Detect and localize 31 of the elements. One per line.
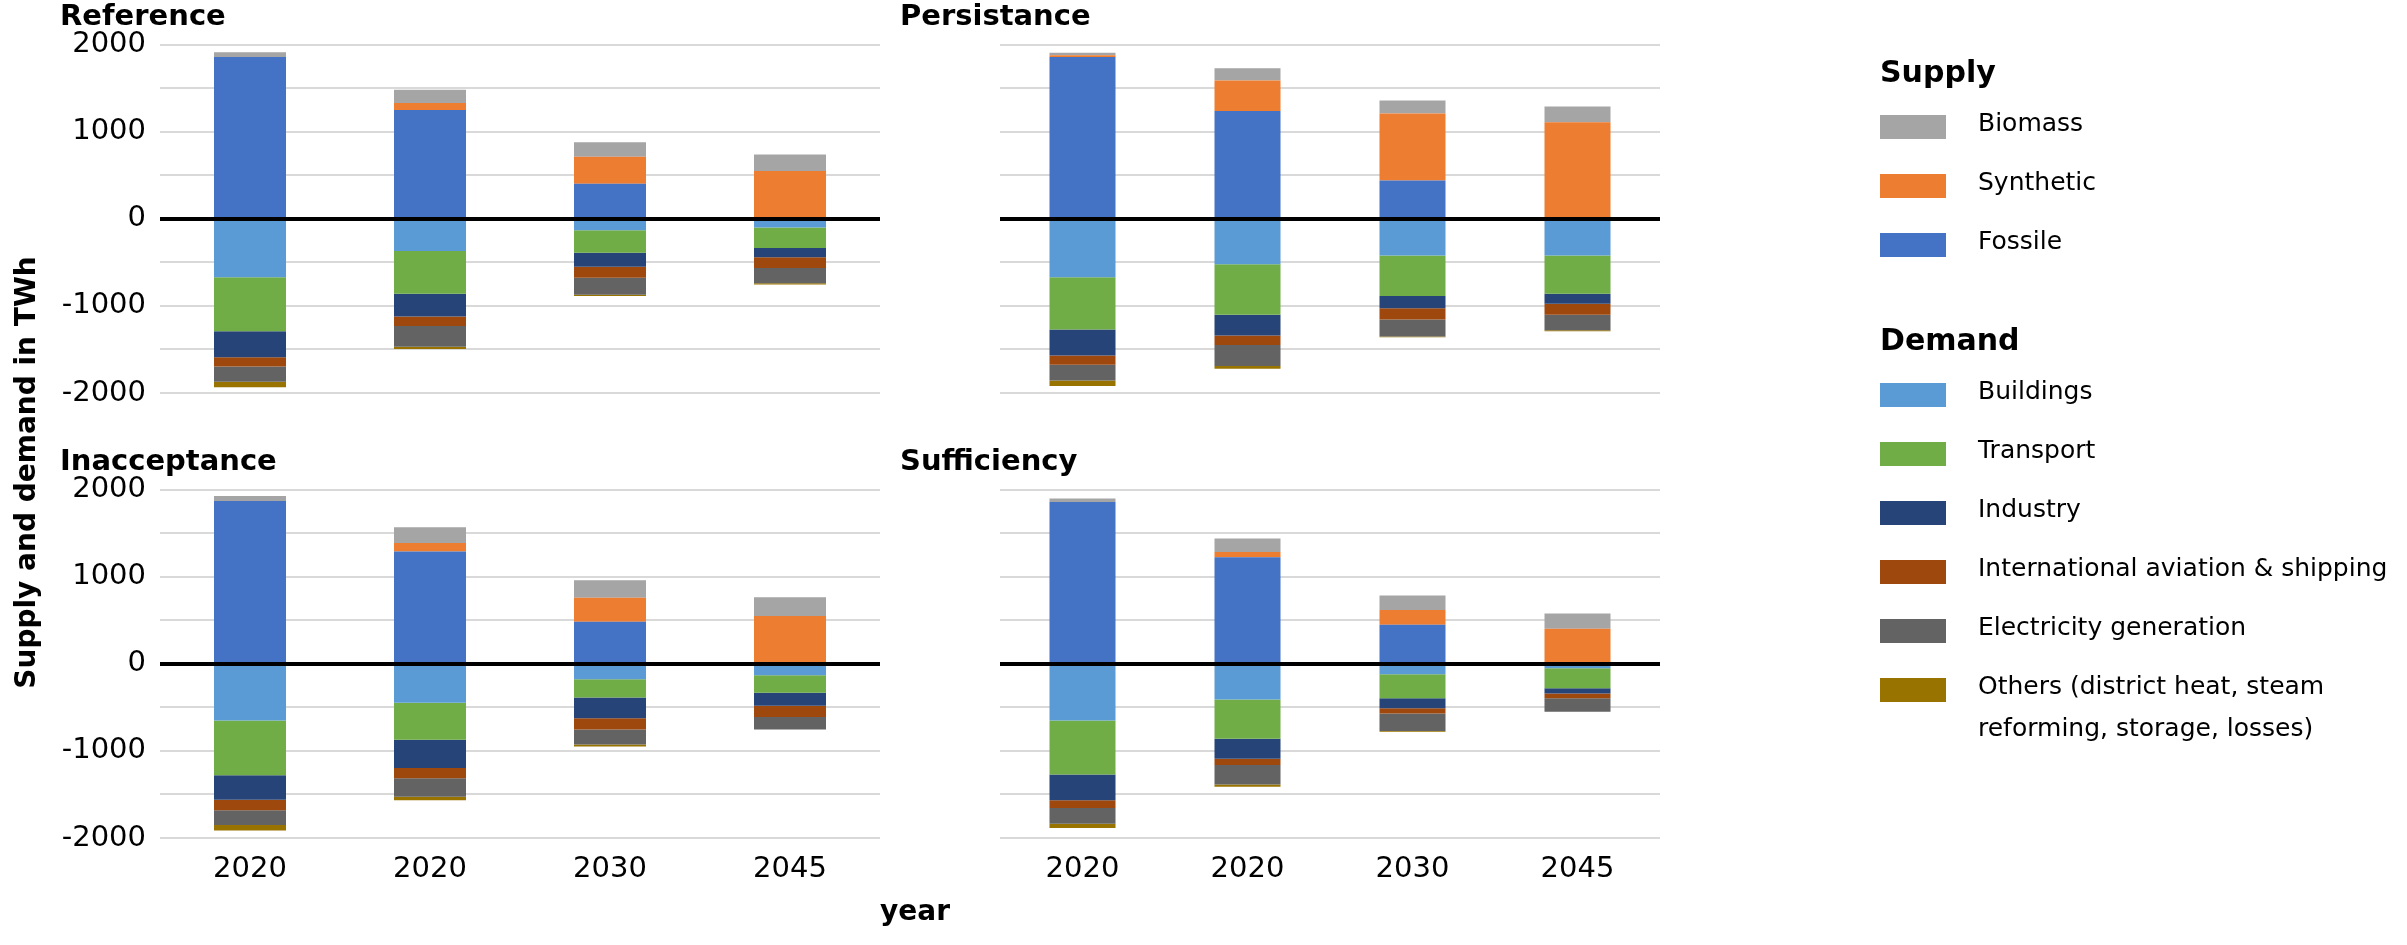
x-tick-label: 2030 bbox=[573, 849, 647, 884]
y-tick-label: -1000 bbox=[61, 286, 146, 321]
text: Demand bbox=[1880, 322, 2021, 357]
legend-label: International aviation & shipping bbox=[1978, 552, 2389, 584]
y-tick-label: 0 bbox=[127, 644, 146, 679]
y-tick-label: 1000 bbox=[72, 112, 146, 147]
legend-label: Industry bbox=[1978, 493, 2082, 525]
y-tick-label: -2000 bbox=[61, 373, 146, 408]
legend-label: Transport bbox=[1978, 434, 2097, 466]
legend-label: Buildings bbox=[1978, 375, 2094, 407]
x-tick-label: 2020 bbox=[1045, 849, 1120, 884]
y-tick-label: 1000 bbox=[72, 557, 146, 592]
text: Supply bbox=[1880, 54, 1997, 89]
x-tick-label: 2030 bbox=[1375, 849, 1450, 884]
x-tick-label: 2020 bbox=[213, 849, 287, 884]
x-tick-label: 2020 bbox=[393, 849, 467, 884]
legend-label: Fossile bbox=[1978, 225, 2064, 257]
y-tick-label: 0 bbox=[127, 199, 146, 234]
legend-label: Others (district heat, steam reforming, storage, losses) bbox=[1978, 670, 2326, 744]
y-tick-label: -2000 bbox=[61, 818, 146, 853]
chart-title: Sufficiency bbox=[900, 442, 1078, 477]
x-tick-label: 2020 bbox=[1210, 849, 1285, 884]
legend-label: Biomass bbox=[1978, 107, 2085, 139]
x-tick-label: 2045 bbox=[753, 849, 827, 884]
x-axis-title: year bbox=[880, 894, 950, 927]
y-axis-title: Supply and demand in TWh bbox=[8, 256, 42, 689]
legend-label: Synthetic bbox=[1978, 166, 2098, 198]
x-tick-label: 2045 bbox=[1540, 849, 1615, 884]
y-tick-label: -1000 bbox=[61, 731, 146, 766]
chart-title: Persistance bbox=[900, 0, 1091, 32]
legend-label: Electricity generation bbox=[1978, 611, 2248, 643]
